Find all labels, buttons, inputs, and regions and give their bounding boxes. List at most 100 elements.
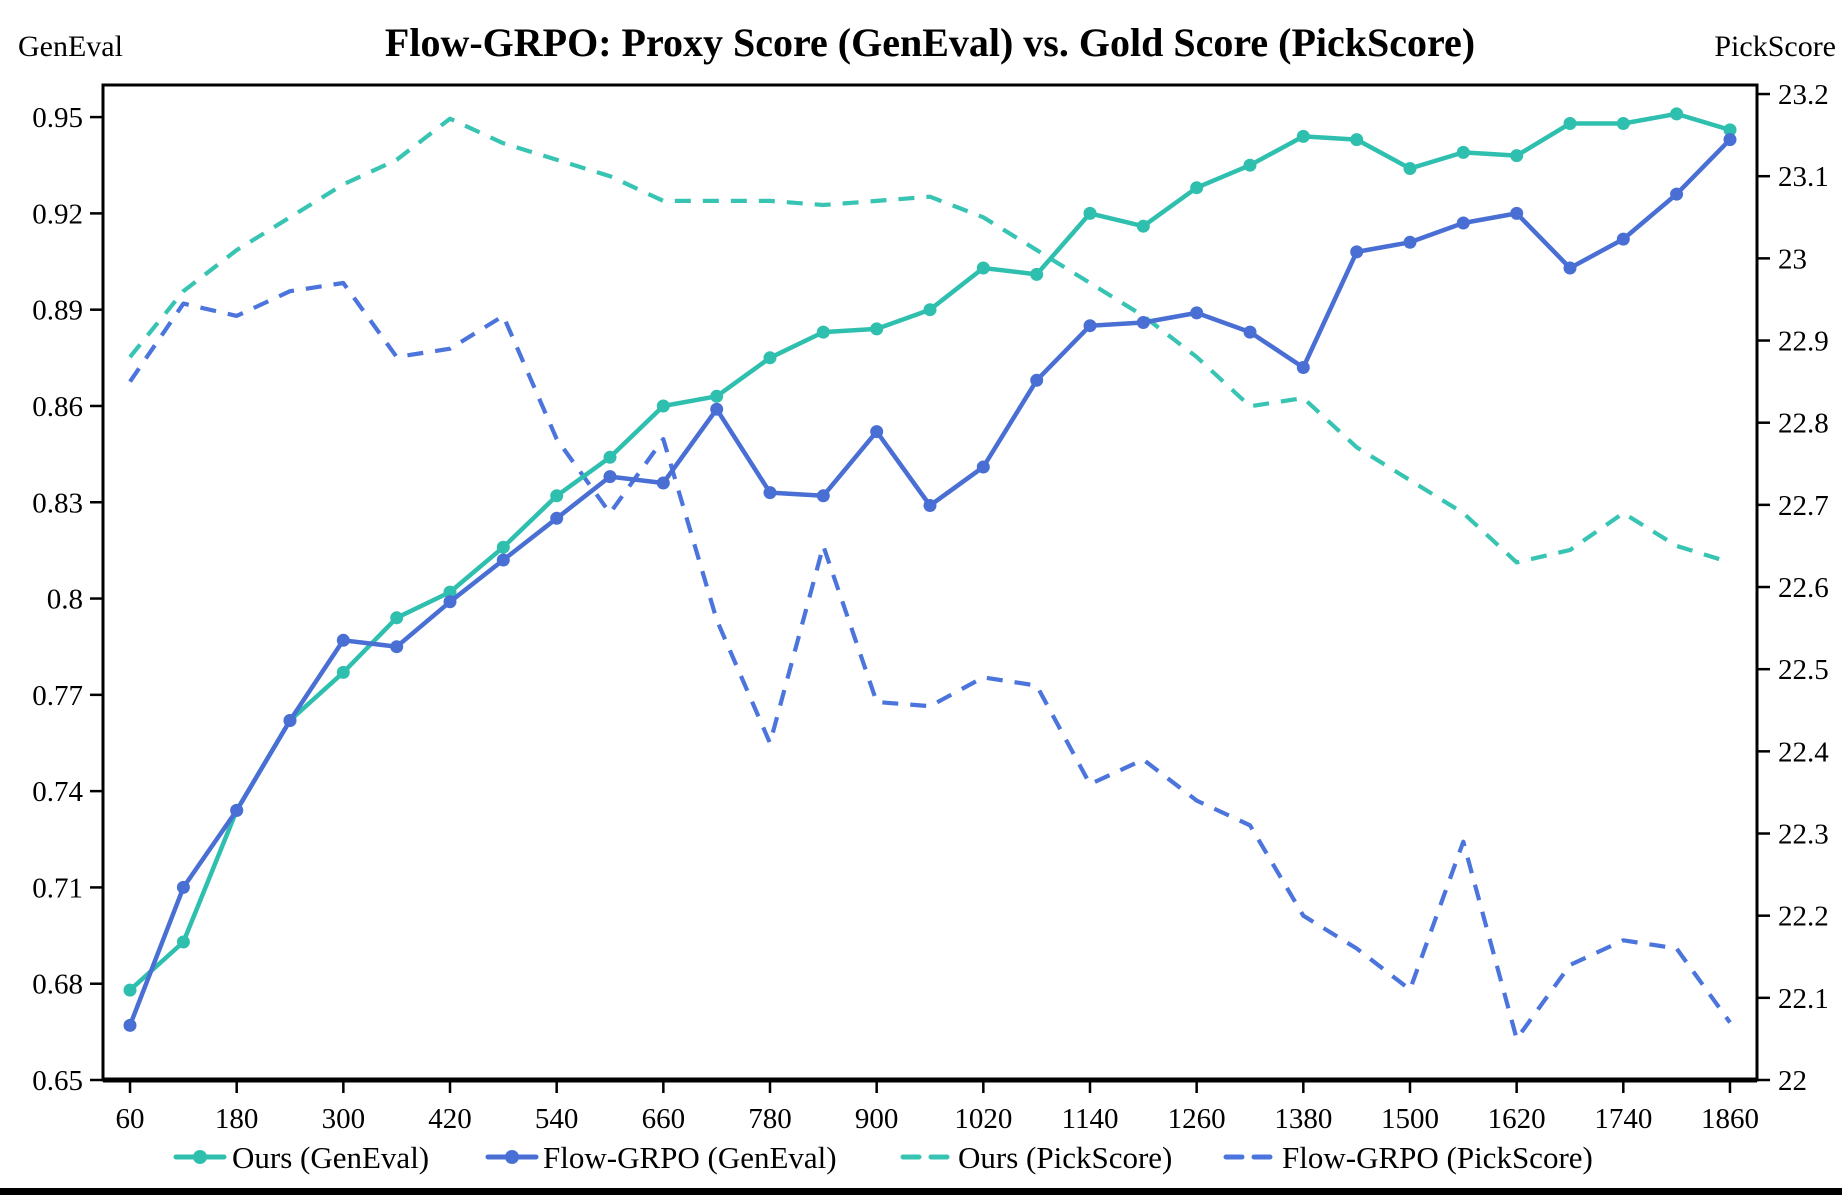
data-point-ours-geneval (1030, 267, 1044, 281)
data-point-ours-geneval (336, 665, 350, 679)
data-point-flow-grpo-geneval (390, 640, 404, 654)
data-point-ours-geneval (176, 935, 190, 949)
right-tick-label: 23.1 (1778, 161, 1829, 193)
data-point-flow-grpo-geneval (1456, 216, 1470, 230)
data-point-flow-grpo-geneval (550, 511, 564, 525)
data-point-ours-geneval (1723, 123, 1737, 137)
data-point-flow-grpo-geneval (283, 714, 297, 727)
right-tick-label: 22.2 (1778, 901, 1829, 933)
data-point-flow-grpo-geneval (763, 486, 777, 500)
data-point-flow-grpo-geneval (1563, 261, 1577, 275)
data-point-flow-grpo-geneval (603, 470, 617, 484)
plot-area: 60 180 300 420 540 660 780 900 1020 1140 1260 1380 1… (32, 79, 1829, 1135)
data-point-flow-grpo-geneval (1296, 361, 1310, 374)
data-point-flow-grpo-geneval (816, 489, 830, 503)
x-tick-label: 660 (642, 1103, 686, 1135)
legend-label-flowgrpo-pickscore: Flow-GRPO (PickScore) (1282, 1140, 1593, 1175)
data-point-ours-geneval (1190, 181, 1204, 195)
data-point-flow-grpo-geneval (1030, 373, 1044, 387)
right-tick-label: 22.8 (1778, 408, 1829, 440)
data-point-ours-geneval (816, 325, 830, 339)
data-point-ours-geneval (1296, 129, 1310, 143)
data-point-ours-geneval (1616, 117, 1630, 130)
series-line-flow-grpo-pickscore (128, 280, 1732, 1042)
data-point-flow-grpo-geneval (1350, 245, 1364, 259)
data-point-ours-geneval (1456, 145, 1470, 159)
data-point-ours-geneval (550, 489, 564, 503)
data-point-ours-geneval (1350, 133, 1364, 147)
chart-title: Flow-GRPO: Proxy Score (GenEval) vs. Gol… (385, 20, 1475, 65)
left-tick-label: 0.77 (32, 680, 83, 712)
left-tick-label: 0.95 (32, 102, 83, 134)
left-tick-label: 0.83 (32, 487, 83, 519)
data-point-flow-grpo-geneval (1083, 319, 1097, 333)
left-tick-label: 0.92 (32, 198, 83, 230)
left-tick-label: 0.74 (32, 776, 83, 808)
data-point-flow-grpo-geneval (336, 633, 350, 647)
x-tick-label: 900 (855, 1103, 899, 1135)
legend-item-flowgrpo-geneval: Flow-GRPO (GenEval) (485, 1140, 837, 1175)
data-point-ours-geneval (1083, 206, 1097, 220)
x-tick-label: 420 (428, 1103, 472, 1135)
figure-bottom-border (0, 1188, 1842, 1195)
data-point-ours-geneval (390, 611, 404, 625)
left-tick-label: 0.68 (32, 969, 83, 1001)
right-tick-label: 22.9 (1778, 326, 1829, 358)
x-tick-label: 1140 (1062, 1103, 1119, 1135)
data-point-ours-geneval (443, 585, 457, 599)
x-tick-label: 1620 (1488, 1103, 1546, 1135)
data-point-ours-geneval (1563, 117, 1577, 130)
data-point-ours-geneval (603, 450, 617, 464)
data-point-flow-grpo-geneval (710, 402, 724, 416)
data-point-flow-grpo-geneval (1403, 235, 1417, 249)
left-tick-label: 0.65 (32, 1065, 83, 1097)
series-line-ours-pickscore (128, 116, 1731, 565)
legend-label-ours-geneval: Ours (GenEval) (232, 1140, 429, 1175)
legend-label-flowgrpo-geneval: Flow-GRPO (GenEval) (543, 1140, 837, 1175)
right-tick-label: 22 (1778, 1065, 1807, 1097)
legend-item-flowgrpo-pickscore: Flow-GRPO (PickScore) (1223, 1140, 1593, 1175)
x-tick-label: 780 (748, 1103, 792, 1135)
data-point-flow-grpo-geneval (1510, 206, 1524, 220)
series-line-flow-grpo-geneval (127, 138, 1732, 1027)
data-point-flow-grpo-geneval (1190, 306, 1204, 320)
right-tick-label: 22.7 (1778, 490, 1829, 522)
data-point-ours-geneval (1510, 149, 1524, 163)
legend-swatch-flowgrpo-geneval-marker (505, 1150, 519, 1164)
data-point-ours-geneval (976, 261, 990, 275)
x-tick-label: 60 (116, 1103, 145, 1135)
right-tick-label: 22.3 (1778, 819, 1829, 851)
legend: Ours (GenEval) Flow-GRPO (GenEval) Ours … (173, 1140, 1593, 1175)
data-point-flow-grpo-geneval (923, 499, 937, 512)
data-point-ours-geneval (1403, 162, 1417, 175)
left-tick-label: 0.86 (32, 391, 83, 423)
right-tick-label: 22.6 (1778, 572, 1829, 604)
data-point-ours-geneval (1243, 158, 1257, 172)
right-tick-label: 22.4 (1778, 736, 1829, 768)
x-tick-label: 1380 (1274, 1103, 1332, 1135)
x-tick-label: 1740 (1594, 1103, 1652, 1135)
data-point-flow-grpo-geneval (656, 476, 670, 490)
series-line-ours-geneval (128, 111, 1731, 992)
right-axis-title: PickScore (1714, 30, 1836, 63)
right-tick-label: 23.2 (1778, 79, 1829, 111)
data-point-flow-grpo-geneval (870, 425, 884, 439)
legend-item-ours-geneval: Ours (GenEval) (173, 1140, 429, 1175)
plot-frame (101, 83, 1759, 1082)
right-tick-label: 22.1 (1778, 983, 1829, 1015)
data-point-ours-geneval (763, 351, 777, 365)
data-point-flow-grpo-geneval (1243, 325, 1257, 339)
data-point-ours-geneval (710, 389, 724, 403)
data-point-flow-grpo-geneval (123, 1018, 137, 1032)
data-point-ours-geneval (923, 303, 937, 317)
data-point-ours-geneval (1136, 219, 1150, 233)
data-point-flow-grpo-geneval (1616, 232, 1630, 246)
data-point-ours-geneval (123, 983, 137, 997)
data-point-ours-geneval (496, 540, 510, 554)
legend-swatch-ours-geneval-marker (193, 1150, 207, 1164)
data-point-flow-grpo-geneval (1136, 316, 1150, 329)
legend-label-ours-pickscore: Ours (PickScore) (958, 1140, 1172, 1175)
data-point-flow-grpo-geneval (1670, 187, 1684, 201)
right-tick-label: 23 (1778, 243, 1807, 275)
